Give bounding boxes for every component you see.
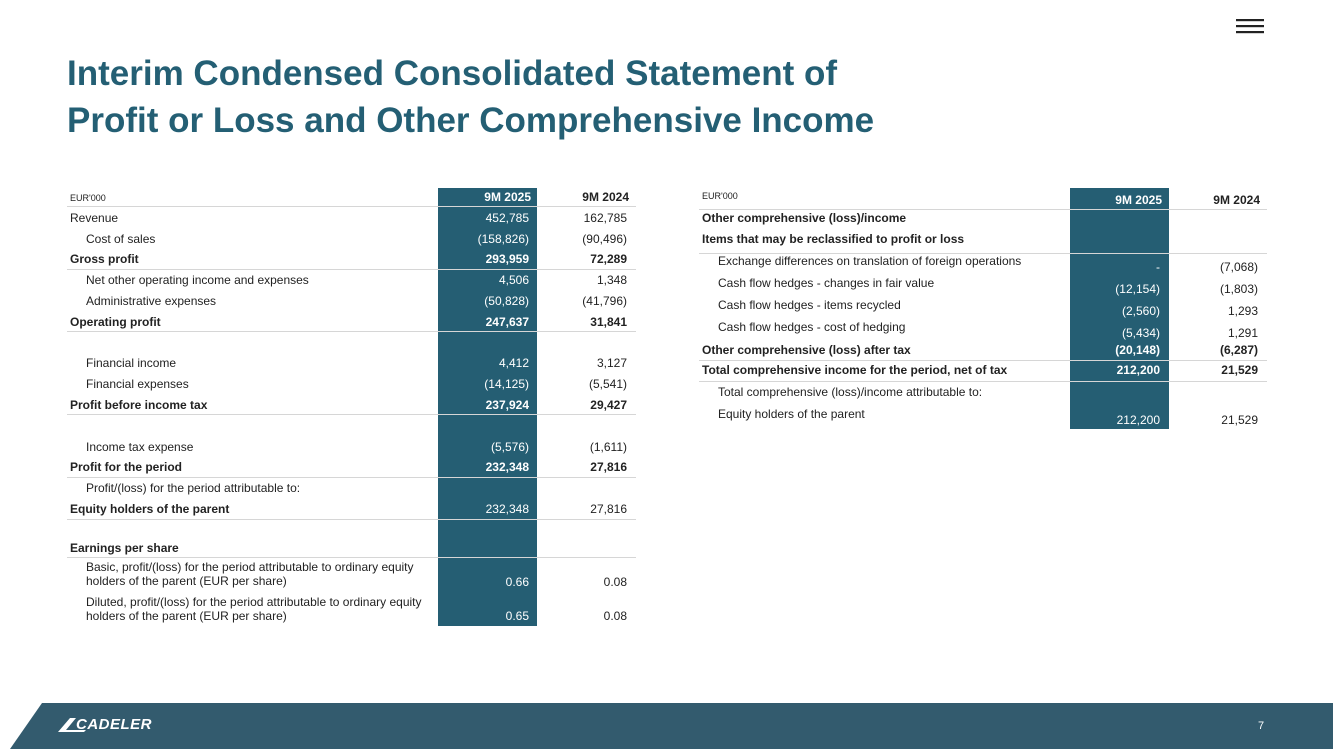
cell-value: (6,287) bbox=[1219, 343, 1258, 357]
cell-value: (1,611) bbox=[589, 440, 627, 454]
row-label: Total comprehensive income for the perio… bbox=[702, 363, 1008, 377]
row-label: Net other operating income and expenses bbox=[86, 273, 309, 287]
highlight-column bbox=[438, 188, 537, 626]
cell-value: (7,068) bbox=[1219, 260, 1258, 274]
cell-value: (90,496) bbox=[582, 232, 627, 246]
cell-value: (14,125) bbox=[484, 377, 529, 391]
cell-value: 212,200 bbox=[1116, 413, 1160, 427]
row-separator bbox=[67, 557, 636, 558]
cell-value: (5,576) bbox=[490, 440, 529, 454]
row-label: Basic, profit/(loss) for the period attr… bbox=[86, 560, 414, 588]
unit-label: EUR'000 bbox=[70, 193, 106, 203]
cell-value: 232,348 bbox=[485, 460, 529, 474]
cell-value: 4,412 bbox=[498, 356, 529, 370]
cell-value: - bbox=[1156, 260, 1160, 274]
cell-value: 162,785 bbox=[583, 211, 627, 225]
cell-value: 4,506 bbox=[498, 273, 529, 287]
row-label: Cash flow hedges - changes in fair value bbox=[718, 276, 935, 290]
cell-value: 1,291 bbox=[1227, 326, 1258, 340]
cell-value: 0.65 bbox=[505, 609, 529, 623]
row-label: Profit/(loss) for the period attributabl… bbox=[86, 481, 301, 495]
row-label: Earnings per share bbox=[70, 541, 179, 555]
cell-value: 29,427 bbox=[590, 398, 627, 412]
title-line: Profit or Loss and Other Comprehensive I… bbox=[67, 101, 875, 140]
row-label: Equity holders of the parent bbox=[718, 407, 865, 421]
footer bbox=[10, 703, 1333, 749]
unit-label: EUR'000 bbox=[702, 191, 738, 201]
row-label: Operating profit bbox=[70, 315, 161, 329]
row-separator bbox=[67, 519, 636, 520]
row-label: Other comprehensive (loss) after tax bbox=[702, 343, 911, 357]
cell-value: (50,828) bbox=[484, 294, 529, 308]
cell-value: (20,148) bbox=[1115, 343, 1160, 357]
row-separator bbox=[699, 253, 1267, 254]
cell-value: 232,348 bbox=[485, 502, 529, 516]
cell-value: 27,816 bbox=[590, 460, 627, 474]
row-label: Cash flow hedges - cost of hedging bbox=[718, 320, 906, 334]
cell-value: 1,293 bbox=[1227, 304, 1258, 318]
row-label: Exchange differences on translation of f… bbox=[718, 254, 1022, 268]
row-separator bbox=[67, 269, 636, 270]
cell-value: (12,154) bbox=[1115, 282, 1160, 296]
cell-value: (5,434) bbox=[1121, 326, 1160, 340]
cell-value: 293,959 bbox=[485, 252, 529, 266]
row-label: Financial expenses bbox=[86, 377, 189, 391]
page-number: 7 bbox=[1258, 720, 1265, 732]
row-separator bbox=[699, 381, 1267, 382]
menu-icon[interactable] bbox=[1236, 18, 1266, 36]
column-header: 9M 2025 bbox=[1115, 193, 1162, 207]
row-separator bbox=[67, 477, 636, 478]
cell-value: 0.08 bbox=[603, 609, 627, 623]
cell-value: 0.66 bbox=[505, 575, 529, 589]
row-label: Total comprehensive (loss)/income attrib… bbox=[718, 385, 983, 399]
cell-value: (41,796) bbox=[582, 294, 627, 308]
row-label: Diluted, profit/(loss) for the period at… bbox=[86, 595, 422, 623]
cell-value: 212,200 bbox=[1116, 363, 1160, 377]
logo: CADELER bbox=[76, 716, 153, 733]
row-separator bbox=[67, 206, 636, 207]
cell-value: 0.08 bbox=[603, 575, 627, 589]
cell-value: 31,841 bbox=[590, 315, 627, 329]
cell-value: (1,803) bbox=[1219, 282, 1258, 296]
row-label: Cost of sales bbox=[86, 232, 156, 246]
row-label: Equity holders of the parent bbox=[70, 502, 230, 516]
row-label: Profit for the period bbox=[70, 460, 182, 474]
cell-value: (5,541) bbox=[588, 377, 627, 391]
row-label: Other comprehensive (loss)/income bbox=[702, 211, 907, 225]
row-separator bbox=[699, 209, 1267, 210]
row-separator bbox=[699, 360, 1267, 361]
cell-value: (2,560) bbox=[1121, 304, 1160, 318]
row-separator bbox=[67, 414, 636, 415]
row-label: Profit before income tax bbox=[70, 398, 208, 412]
cell-value: 21,529 bbox=[1221, 363, 1258, 377]
cell-value: 27,816 bbox=[590, 502, 627, 516]
cell-value: (158,826) bbox=[477, 232, 529, 246]
row-label: Cash flow hedges - items recycled bbox=[718, 298, 901, 312]
highlight-column bbox=[1070, 188, 1169, 429]
row-label: Income tax expense bbox=[86, 440, 194, 454]
cell-value: 1,348 bbox=[596, 273, 627, 287]
cell-value: 452,785 bbox=[485, 211, 529, 225]
column-header: 9M 2024 bbox=[1213, 193, 1260, 207]
column-header: 9M 2024 bbox=[582, 190, 629, 204]
row-label: Administrative expenses bbox=[86, 294, 217, 308]
title-line: Interim Condensed Consolidated Statement… bbox=[67, 54, 838, 93]
column-header: 9M 2025 bbox=[484, 190, 531, 204]
row-separator bbox=[67, 331, 636, 332]
cell-value: 3,127 bbox=[596, 356, 627, 370]
row-label: Financial income bbox=[86, 356, 177, 370]
cell-value: 247,637 bbox=[485, 315, 529, 329]
row-label: Gross profit bbox=[70, 252, 139, 266]
cell-value: 237,924 bbox=[485, 398, 529, 412]
cell-value: 21,529 bbox=[1221, 413, 1258, 427]
cell-value: 72,289 bbox=[590, 252, 627, 266]
row-label: Items that may be reclassified to profit… bbox=[702, 232, 965, 246]
row-label: Revenue bbox=[70, 211, 119, 225]
